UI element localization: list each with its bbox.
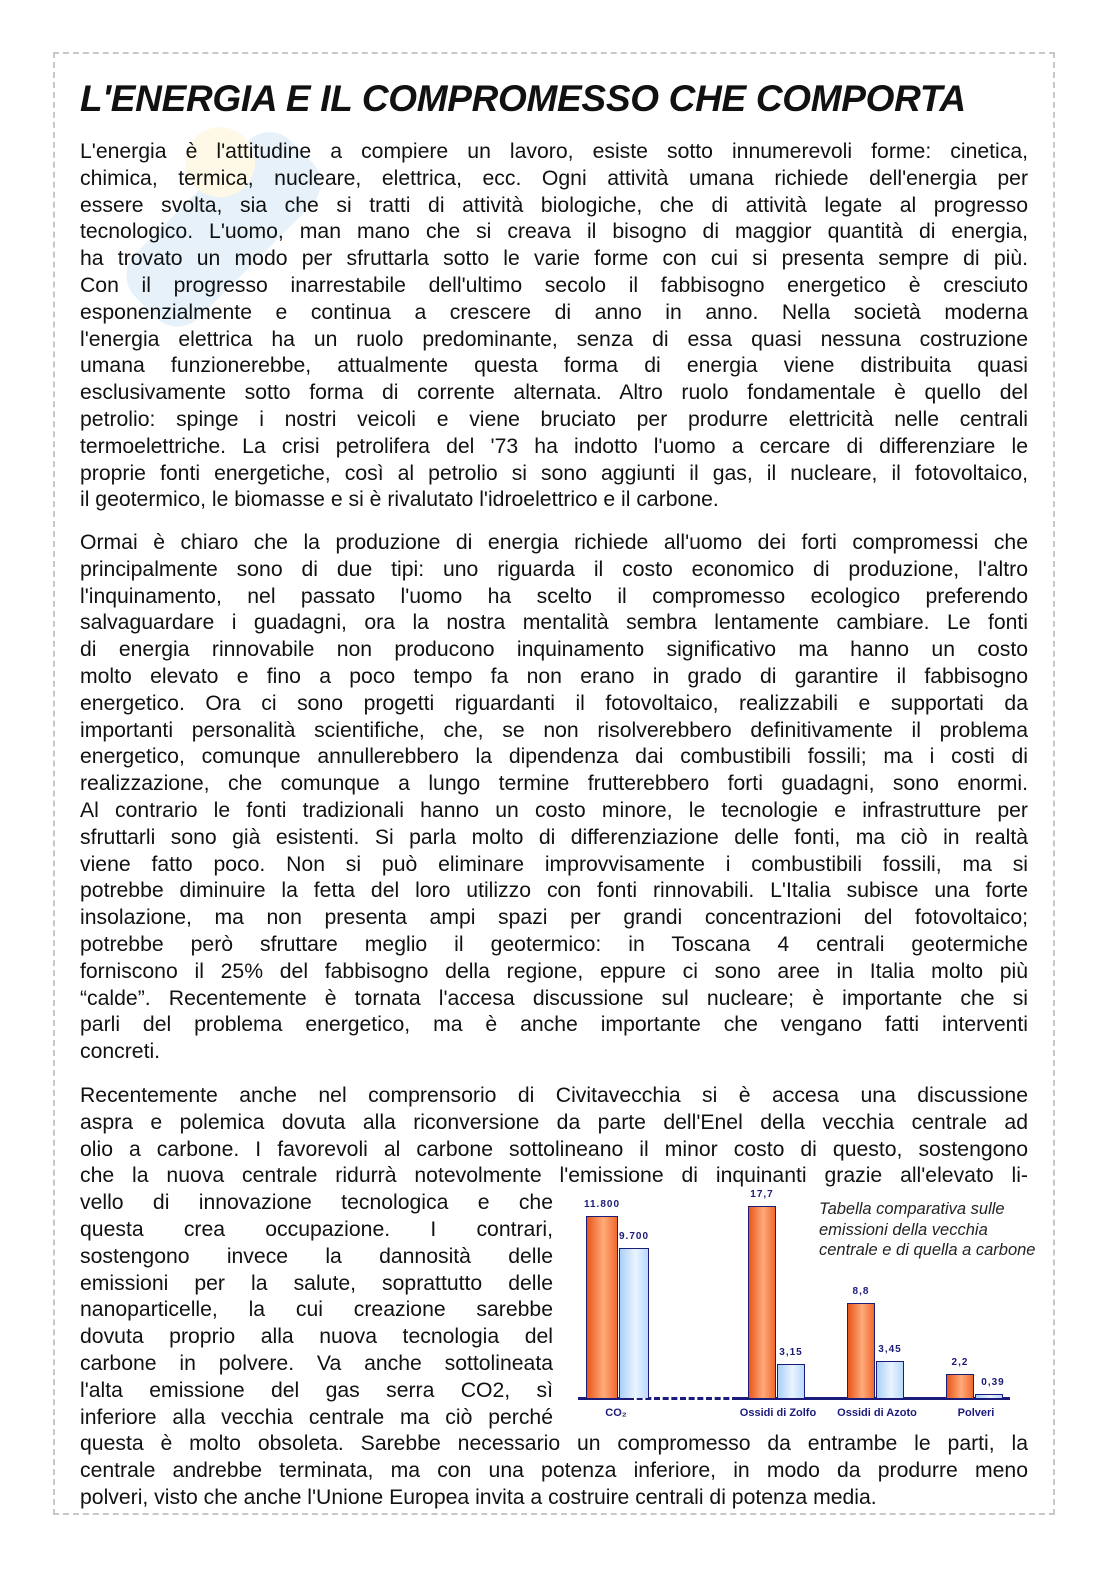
chart-axis-left (578, 1397, 628, 1400)
chart-caption: Tabella comparativa sulle emissioni dell… (819, 1200, 1036, 1259)
text-line: carbone in polvere. Va anche sottolineat… (80, 1351, 553, 1375)
text-line: il geotermico, le biomasse e si è rivalu… (80, 488, 719, 512)
text-line: proprie fonti energetiche, così al petro… (80, 461, 1028, 485)
category-label: Polveri (957, 1407, 995, 1419)
bar-new (619, 1248, 649, 1398)
text-line: concreti. (80, 1040, 161, 1064)
text-line: forniscono il 25% del fabbisogno della r… (80, 959, 1028, 983)
data-label: 3,15 (779, 1346, 803, 1358)
text-line: di energia rinnovabile non producono inq… (80, 638, 1028, 662)
text-line: tecnologico. L'uomo, man mano che si cre… (80, 220, 1028, 244)
data-label: 9.700 (618, 1231, 650, 1243)
text-line: viene fatto poco. Non si può eliminare i… (80, 852, 1028, 876)
text-line: emissioni per la salute, soprattutto del… (80, 1271, 553, 1295)
category-label: CO₂ (605, 1407, 627, 1419)
text-line: molto elevato e fino a poco tempo fa non… (80, 664, 1028, 688)
paragraph-3: Recentemente anche nel comprensorio di C… (80, 1083, 1028, 1512)
text-line: salvaguardare i guadagni, ora la nostra … (80, 611, 1028, 635)
text-line: realizzazione, che comunque a lungo term… (80, 772, 1028, 796)
text-line: questa crea occupazione. I contrari, (80, 1217, 553, 1241)
text-line: nanoparticelle, la cui creazione sarebbe (80, 1298, 553, 1322)
bar-new (777, 1363, 805, 1398)
text-line: parli del problema energetico, ma è anch… (80, 1013, 1028, 1037)
category-label: Ossidi di Azoto (837, 1407, 917, 1419)
page-title: L'ENERGIA E IL COMPROMESSO CHE COMPORTA (80, 78, 966, 119)
text-line: essere svolta, sia che si tratti di atti… (80, 193, 1028, 217)
paragraph-1: L'energia è l'attitudine a compiere un l… (80, 139, 1028, 514)
data-label: 3,45 (878, 1343, 902, 1355)
text-line: umana funzionerebbe, attualmente questa … (80, 354, 1028, 378)
text-line: insolazione, ma non presenta ampi spazi … (80, 906, 1028, 930)
text-line: aspra e polemica dovuta alla riconversio… (80, 1110, 1028, 1134)
text-line: Al contrario le fonti tradizionali hanno… (80, 798, 1028, 822)
bar-old (847, 1302, 875, 1398)
data-label: 17,7 (750, 1189, 774, 1200)
category-label: Ossidi di Zolfo (739, 1407, 817, 1419)
text-line: potrebbe però sfruttare meglio il geoter… (80, 932, 1028, 956)
paragraph-2: Ormai è chiaro che la produzione di ener… (80, 530, 1028, 1066)
text-line: “calde”. Recentemente è tornata l'accesa… (80, 986, 1028, 1010)
data-label: 8,8 (852, 1285, 870, 1297)
text-line: sostengono invece la dannosità delle (80, 1244, 553, 1268)
text-line: questa è molto obsoleta. Sarebbe necessa… (80, 1432, 1028, 1456)
text-line: l'alta emissione del gas serra CO2, sì (80, 1378, 553, 1402)
data-label: 2,2 (951, 1357, 969, 1369)
text-line: petrolio: spinge i nostri veicoli e vien… (80, 407, 1028, 431)
text-line: esponenzialmente e continua a crescere d… (80, 300, 1028, 324)
text-line: termoelettriche. La crisi petrolifera de… (80, 434, 1028, 458)
text-line: ha trovato un modo per sfruttarla sotto … (80, 247, 1028, 271)
text-line: esclusivamente sotto forma di corrente a… (80, 381, 1028, 405)
text-line: Ormai è chiaro che la produzione di ener… (80, 531, 1028, 554)
text-line: importanti personalità scientifiche, che… (80, 718, 1028, 742)
text-line: energetico, comunque annullerebbero la d… (80, 745, 1028, 769)
text-line: centrale andrebbe terminata, ma con una … (80, 1459, 1028, 1483)
bar-old (586, 1216, 618, 1398)
bar-new (975, 1393, 1003, 1398)
text-line: potrebbe diminuire la fetta del loro uti… (80, 879, 1028, 903)
bar-old (748, 1206, 776, 1398)
chart-axis-break (628, 1397, 738, 1400)
text-line: L'energia è l'attitudine a compiere un l… (80, 140, 1028, 163)
text-line: principalmente sono di due tipi: uno rig… (80, 557, 1028, 581)
bar-new (876, 1360, 904, 1398)
text-line: chimica, termica, nucleare, elettrica, e… (80, 166, 1028, 190)
text-line: sfruttarli sono già esistenti. Si parla … (80, 825, 1028, 849)
text-line: olio a carbone. I favorevoli al carbone … (80, 1137, 1028, 1161)
text-line: dovuta proprio alla nuova tecnologia del (80, 1325, 553, 1349)
page-frame (53, 52, 1055, 1515)
text-line: Con il progresso inarrestabile dell'ulti… (80, 273, 1028, 297)
text-line: l'energia elettrica ha un ruolo predomin… (80, 327, 1028, 351)
data-label: 0,39 (981, 1376, 1005, 1388)
emissions-bar-chart: Tabella comparativa sulle emissioni dell… (570, 1185, 1040, 1430)
text-line: l'inquinamento, nel passato l'uomo ha sc… (80, 584, 1028, 608)
data-label: 11.800 (583, 1199, 621, 1210)
text-line: Recentemente anche nel comprensorio di C… (80, 1084, 1028, 1107)
text-line: polveri, visto che anche l'Unione Europe… (80, 1485, 877, 1509)
text-line: energetico. Ora ci sono progetti riguard… (80, 691, 1028, 715)
text-line: che la nuova centrale ridurrà notevolmen… (80, 1164, 1028, 1188)
chart-axis-right (738, 1397, 1010, 1400)
text-line: vello di innovazione tecnologica e che (80, 1191, 553, 1215)
bar-old (946, 1374, 974, 1398)
text-line: inferiore alla vecchia centrale ma ciò p… (80, 1405, 553, 1429)
